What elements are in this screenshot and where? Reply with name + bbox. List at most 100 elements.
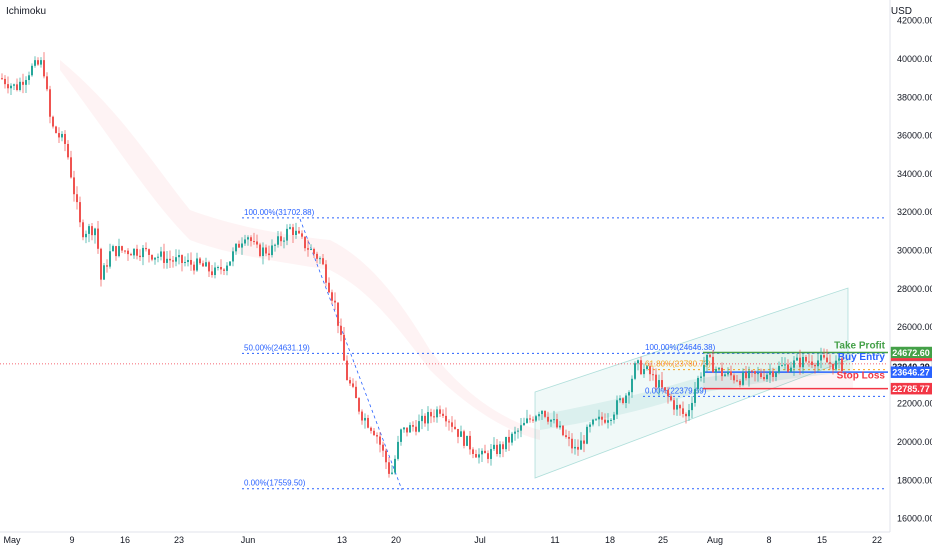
candle-body	[661, 380, 663, 388]
candle-body	[820, 355, 822, 361]
candle-body	[382, 444, 384, 451]
candle-body	[4, 78, 6, 85]
candle-body	[238, 243, 240, 248]
candle-body	[262, 247, 264, 257]
candle-body	[424, 415, 426, 424]
candle-body	[826, 357, 828, 363]
candle-body	[88, 226, 90, 234]
candle-body	[802, 356, 804, 368]
candle-body	[664, 387, 666, 391]
candle-body	[535, 416, 537, 421]
candle-body	[457, 429, 459, 437]
candle-body	[547, 416, 549, 422]
candle-body	[97, 228, 99, 249]
price-tick-label: 42000.00	[897, 16, 932, 26]
candle-body	[775, 372, 777, 377]
price-tick-label: 36000.00	[897, 131, 932, 141]
candle-body	[139, 255, 141, 258]
candle-body	[490, 449, 492, 459]
candle-body	[256, 241, 258, 245]
candle-body	[739, 380, 741, 385]
candle-body	[112, 246, 114, 252]
candle-body	[37, 60, 39, 65]
candle-body	[361, 411, 363, 421]
rising-channel	[534, 287, 849, 479]
candle-body	[427, 412, 429, 424]
candle-body	[133, 248, 135, 256]
price-badge	[890, 346, 932, 359]
candle-body	[64, 133, 66, 144]
candle-body	[730, 371, 732, 376]
candle-body	[793, 360, 795, 368]
candle-body	[538, 414, 540, 417]
candle-body	[799, 357, 801, 368]
candle-body	[160, 251, 162, 257]
candle-body	[616, 400, 618, 415]
candle-body	[370, 427, 372, 431]
candle-body	[232, 251, 234, 262]
candle-body	[643, 369, 645, 375]
candle-body	[511, 433, 513, 443]
candle-body	[607, 420, 609, 423]
fib-level-label: 0.00%(22379.69)	[645, 386, 707, 395]
candle-body	[379, 436, 381, 445]
candle-body	[208, 262, 210, 272]
candle-body	[271, 245, 273, 256]
candle-body	[76, 194, 78, 203]
candle-body	[811, 361, 813, 365]
candle-body	[202, 263, 204, 267]
candle-body	[523, 422, 525, 426]
candle-body	[253, 241, 255, 243]
candle-body	[823, 355, 825, 358]
candle-body	[709, 354, 711, 357]
price-badge	[890, 382, 932, 395]
price-tick-label: 40000.00	[897, 54, 932, 64]
time-tick-label: May	[3, 535, 21, 545]
candle-body	[769, 371, 771, 375]
candle-body	[58, 133, 60, 138]
candle-body	[115, 246, 117, 257]
candle-body	[487, 453, 489, 459]
candle-body	[325, 264, 327, 283]
candle-body	[121, 246, 123, 251]
candle-body	[622, 398, 624, 404]
time-tick-label: 15	[817, 535, 827, 545]
time-tick-label: 13	[337, 535, 347, 545]
time-tick-label: 25	[658, 535, 668, 545]
candle-body	[721, 367, 723, 377]
candle-body	[16, 84, 18, 90]
candle-body	[778, 365, 780, 373]
fib-anchor-line	[299, 218, 403, 491]
candle-body	[433, 416, 435, 418]
candle-body	[649, 366, 651, 375]
candle-body	[403, 427, 405, 430]
candle-body	[406, 427, 408, 433]
candle-body	[376, 435, 378, 437]
candle-body	[670, 396, 672, 401]
candle-body	[451, 422, 453, 427]
candle-body	[703, 365, 705, 377]
currency-label: USD	[890, 6, 912, 17]
candle-body	[346, 360, 348, 381]
candle-body	[190, 259, 192, 265]
candle-body	[205, 262, 207, 267]
candle-body	[301, 233, 303, 237]
candle-body	[652, 374, 654, 376]
candle-body	[61, 133, 63, 138]
candle-body	[619, 398, 621, 401]
candle-body	[334, 300, 336, 303]
time-tick-label: 23	[174, 535, 184, 545]
candle-body	[118, 246, 120, 257]
candle-body	[247, 237, 249, 240]
price-badge-label: 23646.27	[892, 368, 930, 378]
candle-body	[22, 81, 24, 85]
candle-body	[625, 395, 627, 404]
candle-body	[7, 84, 9, 89]
candle-body	[814, 364, 816, 367]
candle-body	[430, 412, 432, 417]
candle-body	[637, 360, 639, 364]
candle-body	[412, 425, 414, 427]
candle-body	[349, 380, 351, 384]
candle-body	[763, 376, 765, 380]
